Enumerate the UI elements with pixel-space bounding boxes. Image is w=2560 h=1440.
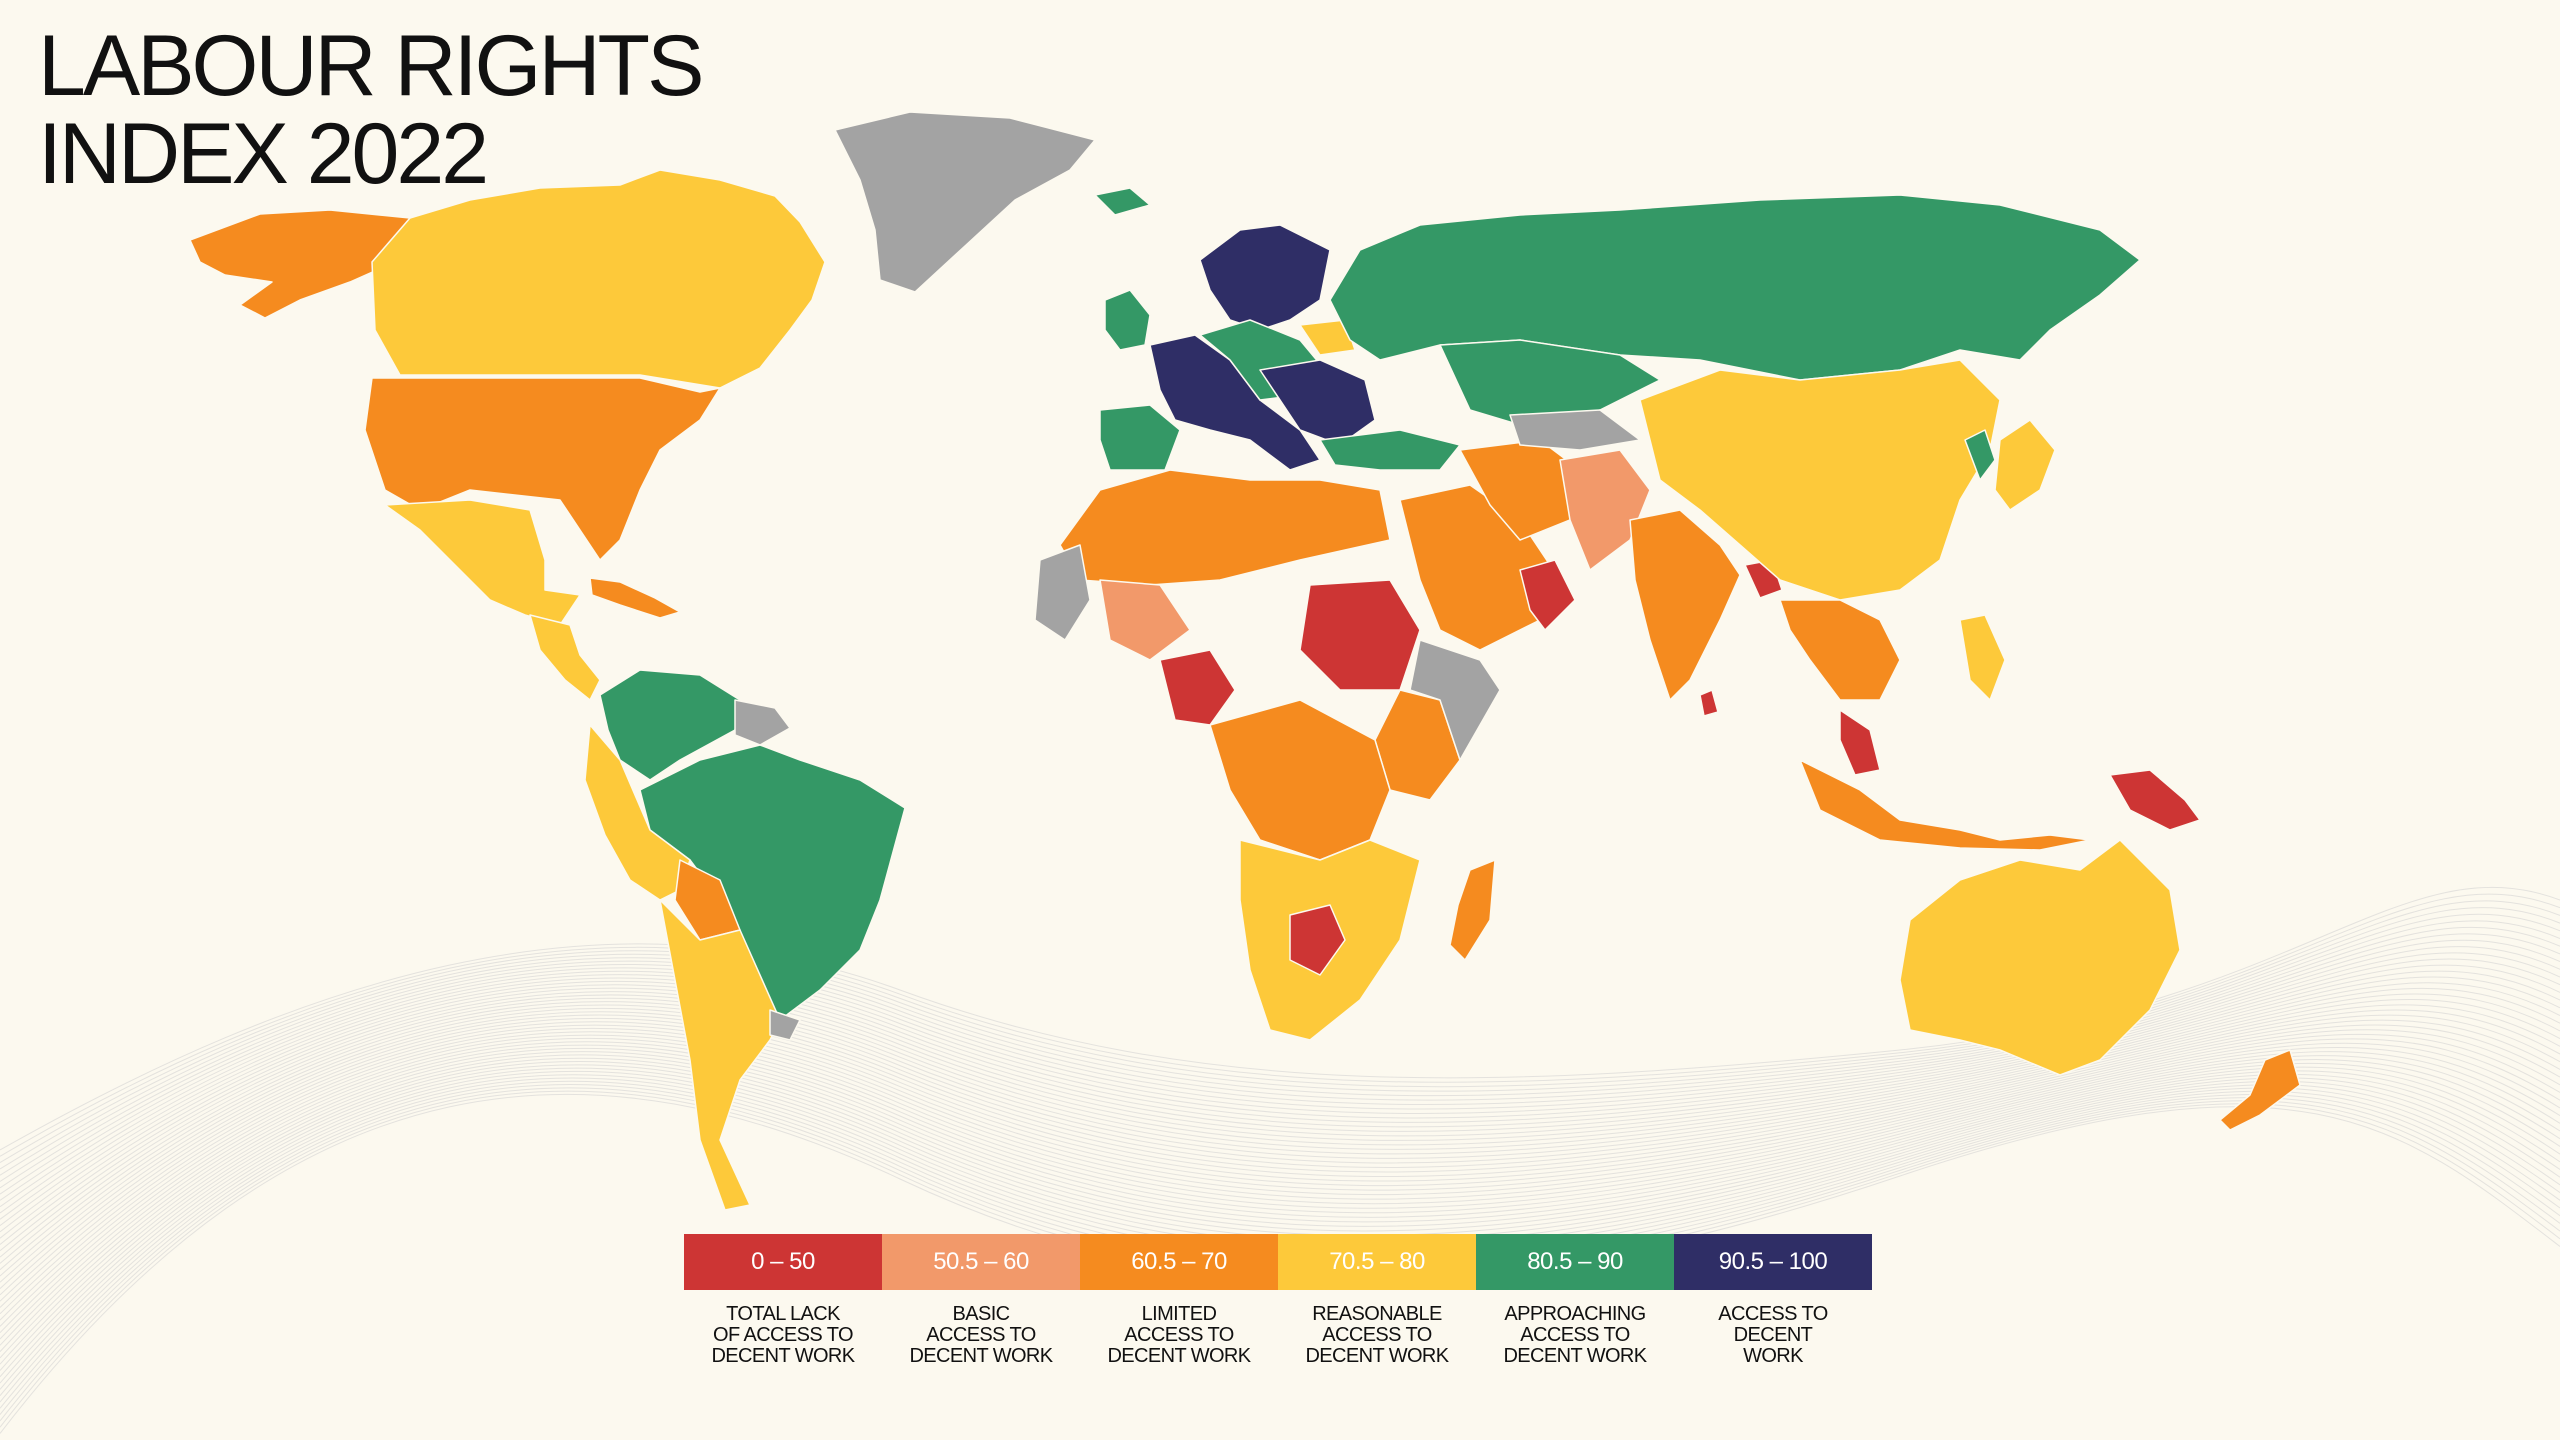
region-west-africa-nodata — [1034, 544, 1091, 641]
map-title: LABOUR RIGHTS INDEX 2022 — [38, 18, 704, 202]
wave-line — [0, 993, 2560, 1258]
country-regions — [189, 111, 2301, 1211]
region-sudan — [1299, 579, 1421, 691]
legend-swatch-2: 50.5 – 60 — [882, 1234, 1080, 1290]
region-new-zealand — [2219, 1049, 2301, 1131]
region-philippines — [1959, 614, 2006, 701]
region-australia — [1899, 839, 2181, 1076]
region-nigeria — [1159, 649, 1236, 726]
region-peru-ecuador — [584, 724, 691, 901]
legend-label-1: TOTAL LACK OF ACCESS TO DECENT WORK — [711, 1303, 855, 1367]
region-oman — [1519, 559, 1576, 631]
region-greenland — [834, 111, 1096, 293]
legend: 0 – 50 50.5 – 60 60.5 – 70 70.5 – 80 80.5 – … — [684, 1234, 1874, 1367]
wave-line — [0, 958, 2560, 1220]
region-belarus — [1299, 319, 1356, 356]
wave-line — [0, 970, 2560, 1233]
wave-line — [0, 1034, 2560, 1321]
region-north-africa — [1059, 469, 1391, 586]
region-japan — [1994, 419, 2056, 511]
region-sri-lanka — [1699, 689, 1719, 717]
region-uruguay — [769, 1009, 801, 1041]
wave-line — [0, 1024, 2560, 1302]
region-iberia — [1099, 404, 1181, 471]
region-southeast-asia — [1779, 599, 1901, 701]
legend-label-6: ACCESS TO DECENT WORK — [1718, 1303, 1828, 1367]
region-uk-ireland — [1104, 289, 1151, 351]
wave-line — [0, 1021, 2560, 1296]
wave-line — [0, 939, 2560, 1201]
region-zimbabwe — [1289, 904, 1346, 976]
region-nordics — [1199, 224, 1331, 331]
region-chile-argentina — [659, 899, 781, 1211]
legend-label-5: APPROACHING ACCESS TO DECENT WORK — [1503, 1303, 1647, 1367]
title-line-1: LABOUR RIGHTS — [38, 18, 704, 114]
region-mexico — [384, 499, 581, 626]
wave-line — [0, 952, 2560, 1214]
wave-line — [0, 1041, 2560, 1334]
wave-line — [0, 946, 2560, 1208]
legend-swatch-1: 0 – 50 — [684, 1234, 882, 1290]
legend-swatch-4: 70.5 – 80 — [1278, 1234, 1476, 1290]
region-afghanistan-pakistan — [1559, 449, 1651, 571]
region-india — [1629, 509, 1741, 701]
legend-swatch-3: 60.5 – 70 — [1080, 1234, 1278, 1290]
wave-line — [0, 1017, 2560, 1289]
region-kazakhstan — [1439, 339, 1661, 426]
wave-line — [0, 1031, 2560, 1315]
wave-line — [0, 900, 2560, 1164]
wave-line — [0, 1027, 2560, 1308]
wave-line — [0, 886, 2560, 1151]
legend-label-3: LIMITED ACCESS TO DECENT WORK — [1107, 1303, 1251, 1367]
wave-line — [0, 964, 2560, 1226]
region-central-asia — [1509, 409, 1641, 451]
wave-line — [0, 1009, 2560, 1277]
region-madagascar — [1449, 859, 1496, 961]
wave-line — [0, 982, 2560, 1245]
wave-line — [0, 907, 2560, 1170]
region-iceland — [1094, 187, 1151, 216]
region-papua-new-guinea — [2109, 769, 2201, 831]
region-caribbean — [589, 577, 681, 619]
wave-line — [0, 927, 2560, 1189]
wave-line — [0, 1037, 2560, 1327]
wave-line — [0, 1004, 2560, 1271]
wave-line — [0, 920, 2560, 1182]
region-eastern-europe — [1259, 359, 1376, 446]
legend-labels: TOTAL LACK OF ACCESS TO DECENT WORK BASIC… — [684, 1290, 1874, 1367]
region-korea — [1964, 429, 1996, 481]
region-indonesia — [1799, 759, 2091, 851]
region-usa — [364, 377, 721, 561]
region-malaysia — [1839, 709, 1881, 776]
wave-line — [0, 893, 2560, 1157]
wave-line — [0, 976, 2560, 1239]
wave-line — [0, 998, 2560, 1264]
legend-swatch-5: 80.5 – 90 — [1476, 1234, 1674, 1290]
region-canada — [371, 169, 826, 389]
wave-line — [0, 987, 2560, 1252]
region-alaska — [189, 209, 411, 319]
title-line-2: INDEX 2022 — [38, 106, 489, 202]
region-central-america — [529, 614, 601, 701]
region-colombia-venezuela — [599, 669, 741, 781]
region-guianas — [734, 699, 791, 746]
wave-line — [0, 1014, 2560, 1283]
legend-swatches: 0 – 50 50.5 – 60 60.5 – 70 70.5 – 80 80.5 – … — [684, 1234, 1874, 1290]
legend-swatch-6: 90.5 – 100 — [1674, 1234, 1872, 1290]
legend-label-4: REASONABLE ACCESS TO DECENT WORK — [1305, 1303, 1449, 1367]
wave-line — [0, 913, 2560, 1176]
region-mali-niger — [1099, 579, 1191, 661]
region-central-africa — [1209, 699, 1391, 861]
region-china-mongolia — [1639, 359, 2001, 601]
wave-line — [0, 933, 2560, 1195]
region-turkey — [1319, 429, 1461, 471]
region-horn-somalia — [1409, 639, 1501, 761]
legend-label-2: BASIC ACCESS TO DECENT WORK — [909, 1303, 1053, 1367]
